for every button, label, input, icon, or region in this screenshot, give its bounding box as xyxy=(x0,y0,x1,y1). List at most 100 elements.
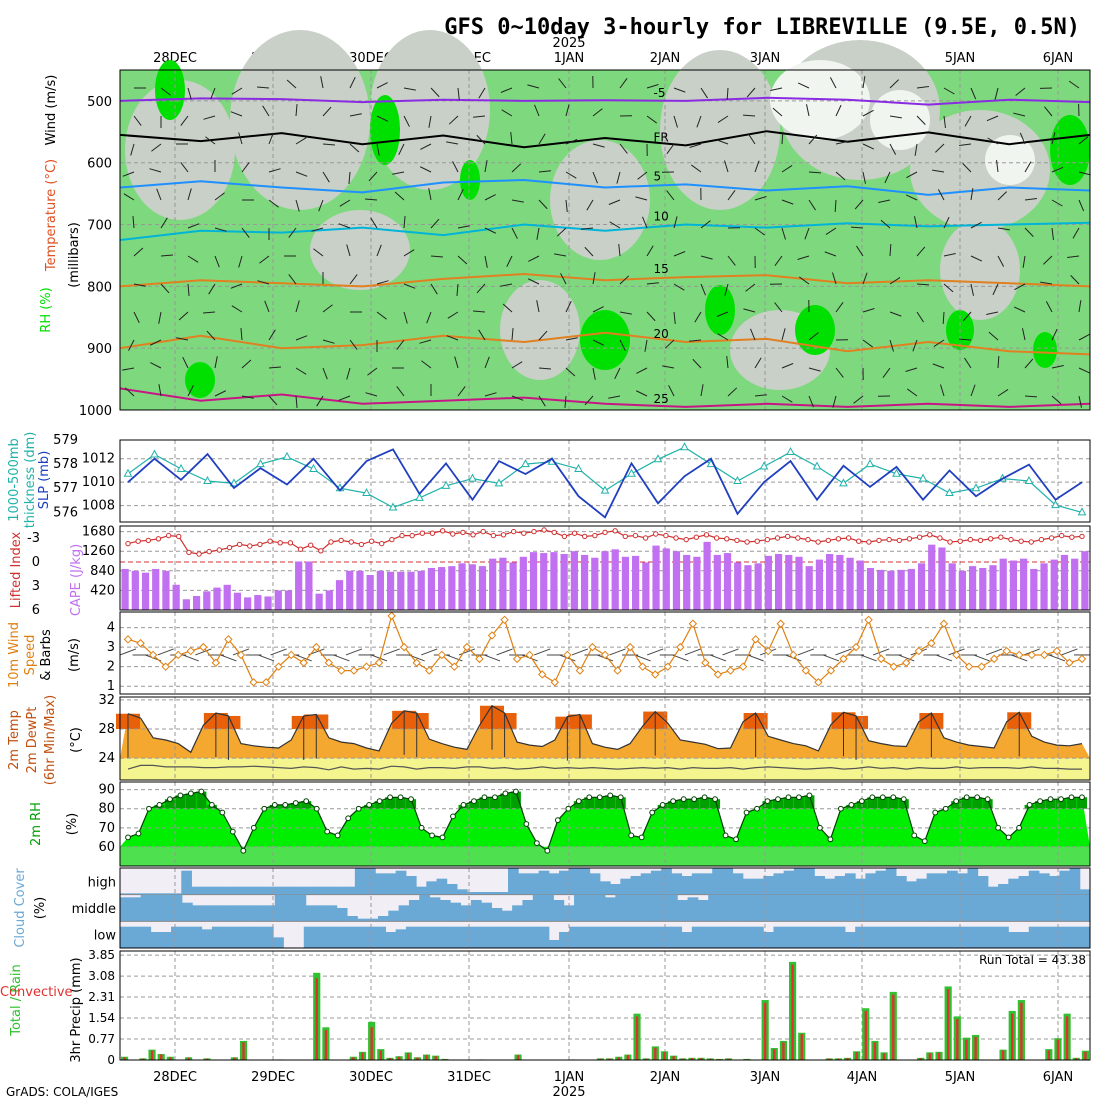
wind10m-point-50 xyxy=(751,635,760,644)
cloud-low-bar-22 xyxy=(344,926,356,948)
isotherm-2 xyxy=(119,178,1091,196)
rh2m-dark-fill-87 xyxy=(1035,801,1046,809)
wind10m-point-58 xyxy=(851,642,861,652)
cloud-low-bar-14 xyxy=(262,926,274,948)
rh2m-point-72 xyxy=(879,794,886,801)
cloud-middle-bar-51 xyxy=(646,894,658,922)
precip-convective-bar-33 xyxy=(425,1055,428,1060)
cloud-middle-bar-23 xyxy=(357,918,369,922)
wind-barb xyxy=(592,108,603,117)
rh2m-point-89 xyxy=(1058,796,1064,803)
rh2m-point-85 xyxy=(1016,824,1022,831)
wind-barb xyxy=(916,246,926,257)
cloud-low-bar-72 xyxy=(855,926,866,948)
cloud-low-bar-56 xyxy=(691,926,703,948)
li-point-34 xyxy=(470,532,476,538)
rh2m-point-26 xyxy=(397,794,404,801)
precip-convective-bar-103 xyxy=(1065,1016,1069,1060)
wind-barb xyxy=(187,223,200,229)
rh2m-point-66 xyxy=(817,824,823,831)
precip-convective-bar-13 xyxy=(242,1042,245,1060)
li-point-16 xyxy=(287,540,294,546)
wind-barb xyxy=(1067,255,1080,258)
wind-barb xyxy=(394,191,405,201)
cloud-high-bar-75 xyxy=(885,868,897,895)
isotherm-1 xyxy=(119,130,1091,149)
precip-convective-bar-59 xyxy=(663,1052,666,1060)
rh2m-point-20 xyxy=(334,832,341,839)
wind-barb xyxy=(484,392,497,397)
cape-bar-77 xyxy=(907,568,915,610)
wind10m-point-30 xyxy=(500,615,509,625)
wind-barb xyxy=(230,283,243,289)
cloud-panel-frame xyxy=(119,867,1091,949)
cloud-low-bar-62 xyxy=(753,926,764,948)
cloud-high-bar-41 xyxy=(538,870,550,895)
cloud-high-bar-63 xyxy=(763,876,774,895)
wind-barb xyxy=(160,87,171,96)
wind-barb xyxy=(214,255,220,268)
wind-barb xyxy=(970,87,977,100)
cape-bar-43 xyxy=(560,554,568,610)
cloud-middle-bar-72 xyxy=(862,894,874,922)
cloud-row-label-2: low xyxy=(94,929,117,944)
wind10m-point-72 xyxy=(1027,650,1036,660)
wind-barb xyxy=(986,311,999,315)
wind10m-point-26 xyxy=(450,662,459,671)
cloud-high-bar-94 xyxy=(1079,889,1091,895)
wind-barb xyxy=(178,311,189,321)
rh2m-point-30 xyxy=(439,834,446,841)
li-point-46 xyxy=(592,532,598,539)
rh2m-point-80 xyxy=(963,794,970,801)
li-point-13 xyxy=(257,541,263,548)
wind-barb xyxy=(230,111,243,117)
cloud-high-bar-28 xyxy=(405,876,417,895)
wind-barb xyxy=(268,366,281,369)
wind-barb xyxy=(231,305,243,313)
cloud-high-bar-74 xyxy=(875,870,887,895)
cape-tick-1: 840 xyxy=(90,564,115,579)
cloud-high-bar-46 xyxy=(589,873,601,895)
wind10m-barb-12 xyxy=(270,648,287,656)
rh2m-point-28 xyxy=(418,824,425,831)
cape-bar-41 xyxy=(540,553,548,610)
wind-barb xyxy=(268,395,278,406)
precip-convective-bar-28 xyxy=(379,1050,383,1060)
wind-barb xyxy=(906,388,918,397)
rh2m-dark-fill-54 xyxy=(689,799,700,809)
cloud-low-bar-8 xyxy=(201,929,213,948)
rh2m-dark-fill-36 xyxy=(500,793,511,809)
wind-barb xyxy=(754,394,767,397)
wind-barb xyxy=(295,137,307,145)
wind10m-barb-11 xyxy=(257,654,275,662)
li-point-74 xyxy=(876,537,882,544)
cloud-high-bar-30 xyxy=(426,881,438,895)
cape-bar-75 xyxy=(887,570,895,610)
pressure-tick-5: 1000 xyxy=(79,404,112,419)
top-date-label-0: 28DEC xyxy=(153,51,197,66)
thickness-point-5 xyxy=(256,459,265,468)
wind-barb xyxy=(180,115,189,126)
temp2m-label-4: (°C) xyxy=(69,727,84,753)
isotherm-5 xyxy=(119,331,1091,356)
footer-credit: GrADS: COLA/IGES xyxy=(6,1085,118,1099)
rh2m-point-13 xyxy=(261,805,268,812)
wind-barb xyxy=(426,311,432,324)
rh2m-point-78 xyxy=(942,805,949,812)
wind-barb xyxy=(348,171,351,184)
precip-tick-5: 0 xyxy=(107,1053,115,1067)
wind-barb xyxy=(770,87,783,91)
rh2m-point-3 xyxy=(156,802,163,808)
rh2m-dark-fill-82 xyxy=(982,799,993,809)
precip-convective-bar-58 xyxy=(654,1047,657,1060)
wind-barb xyxy=(774,302,783,313)
wind-barb xyxy=(746,87,756,98)
wind10m-barb-8 xyxy=(220,654,237,662)
wind-barb xyxy=(880,219,891,229)
thickness-point-12 xyxy=(441,480,451,489)
wind10m-point-55 xyxy=(814,678,823,687)
cloud-middle-bar-42 xyxy=(553,900,565,922)
li-point-60 xyxy=(734,537,740,544)
cape-bar-25 xyxy=(376,570,384,610)
